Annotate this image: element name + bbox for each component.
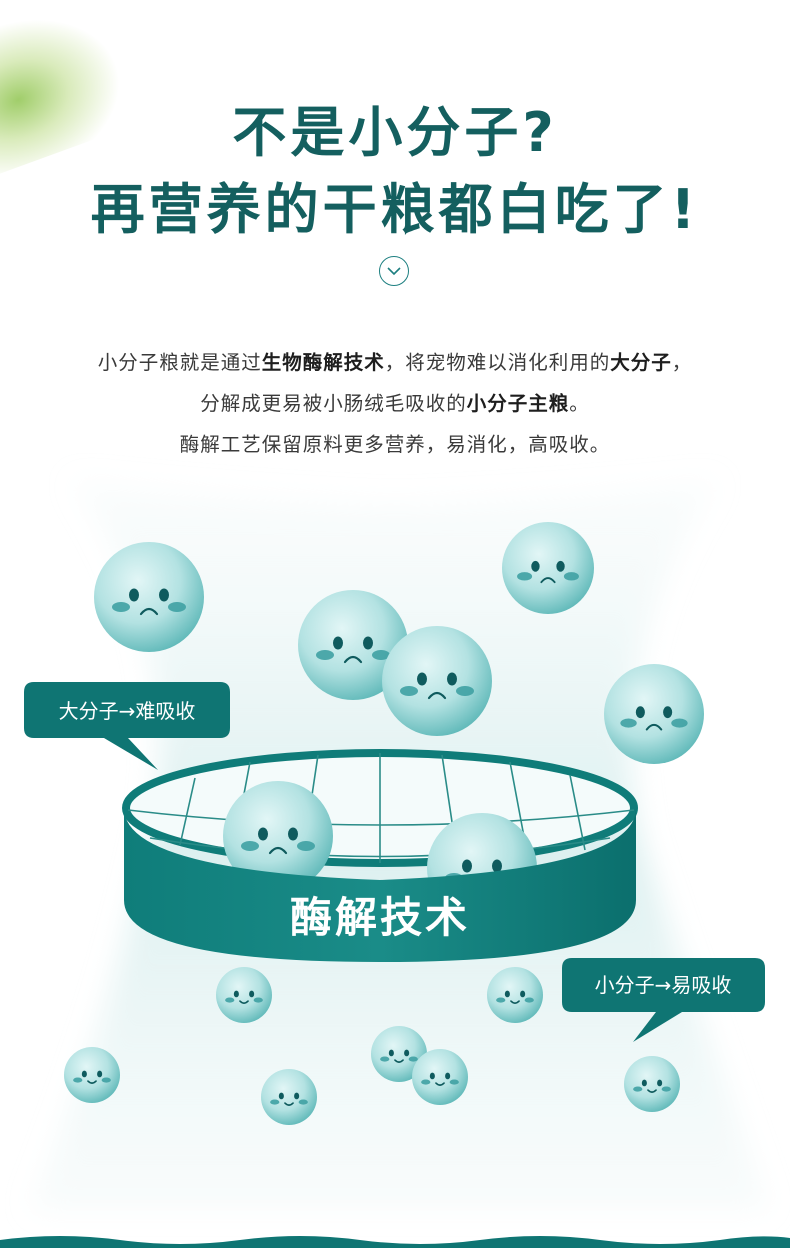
small-molecule-2 — [487, 967, 543, 1023]
filter-label: 酶解技术 — [290, 893, 470, 942]
small-molecule-5 — [412, 1049, 468, 1105]
small-molecule-3 — [64, 1047, 120, 1103]
large-molecule-label: 大分子→难吸收 — [59, 699, 196, 723]
small-molecule-6 — [261, 1069, 317, 1125]
small-molecule-1 — [216, 967, 272, 1023]
large-molecule-4 — [382, 626, 492, 736]
small-molecule-label: 小分子→易吸收 — [595, 973, 732, 997]
bottom-wave — [0, 1236, 790, 1248]
large-molecule-5 — [604, 664, 704, 764]
large-molecule-2 — [502, 522, 594, 614]
small-molecule-7 — [624, 1056, 680, 1112]
large-molecule-1 — [94, 542, 204, 652]
